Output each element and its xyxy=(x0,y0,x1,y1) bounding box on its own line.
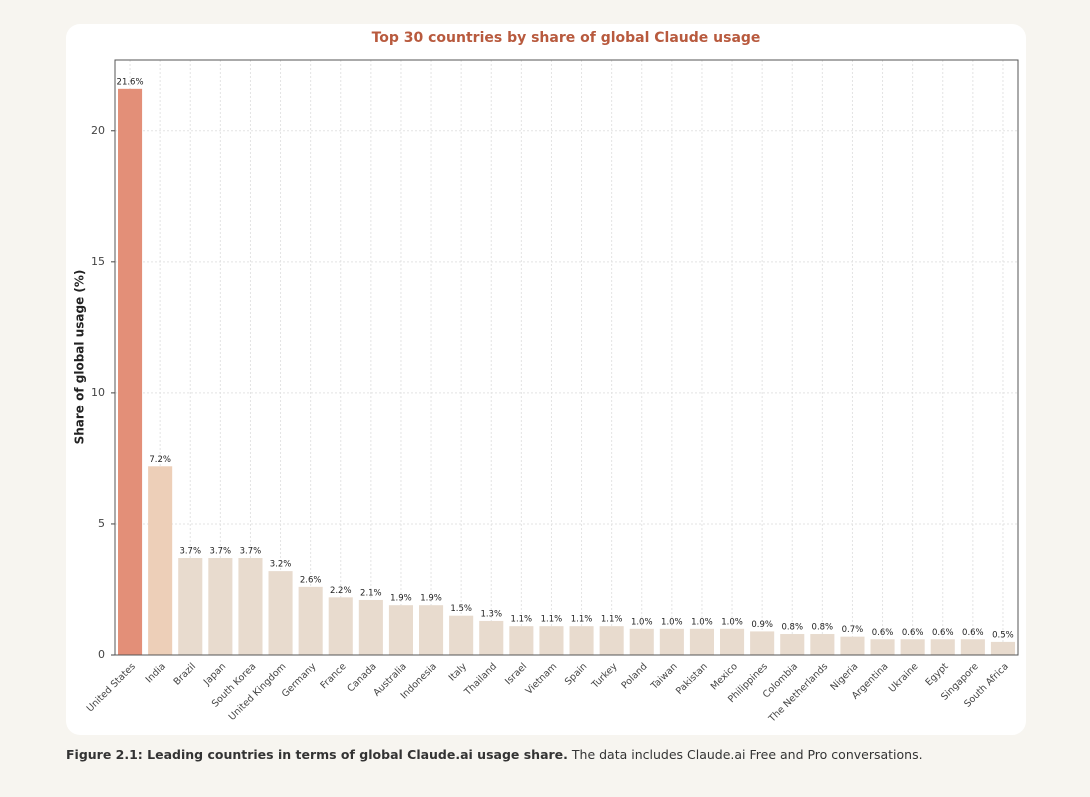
caption: Figure 2.1: Leading countries in terms o… xyxy=(66,747,923,762)
bar xyxy=(990,641,1015,655)
value-label: 0.6% xyxy=(902,628,924,638)
bar xyxy=(599,626,624,655)
y-axis-label: Share of global usage (%) xyxy=(73,270,87,445)
value-label: 0.8% xyxy=(812,623,834,633)
value-label: 1.1% xyxy=(511,615,533,625)
bar xyxy=(870,639,895,655)
bar xyxy=(298,586,323,655)
bar xyxy=(930,639,955,655)
bar xyxy=(148,466,173,655)
value-label: 3.2% xyxy=(270,560,292,570)
value-label: 2.2% xyxy=(330,586,352,596)
bar xyxy=(358,599,383,655)
y-tick-label: 10 xyxy=(91,386,105,399)
value-label: 1.5% xyxy=(450,604,472,614)
bar xyxy=(659,628,684,655)
value-label: 1.0% xyxy=(631,617,653,627)
chart-title: Top 30 countries by share of global Clau… xyxy=(372,30,761,46)
bar xyxy=(238,558,263,655)
value-label: 0.6% xyxy=(962,628,984,638)
card xyxy=(66,24,1026,735)
bar xyxy=(509,626,534,655)
bar xyxy=(328,597,353,655)
value-label: 0.8% xyxy=(781,623,803,633)
bar xyxy=(178,558,203,655)
value-label: 3.7% xyxy=(179,547,201,557)
value-label: 1.1% xyxy=(571,615,593,625)
bar xyxy=(449,615,474,655)
value-label: 0.6% xyxy=(872,628,894,638)
value-label: 0.6% xyxy=(932,628,954,638)
bar xyxy=(780,634,805,655)
y-tick-label: 20 xyxy=(91,124,105,137)
bar xyxy=(689,628,714,655)
value-label: 2.6% xyxy=(300,575,322,585)
bar xyxy=(750,631,775,655)
value-label: 3.7% xyxy=(210,547,232,557)
bar xyxy=(840,636,865,655)
value-label: 1.1% xyxy=(601,615,623,625)
value-label: 1.1% xyxy=(541,615,563,625)
bar xyxy=(388,605,413,655)
value-label: 7.2% xyxy=(149,455,171,465)
plot-frame xyxy=(114,59,1019,656)
y-tick-label: 0 xyxy=(98,648,105,661)
value-label: 2.1% xyxy=(360,588,382,598)
bar xyxy=(539,626,564,655)
value-label: 0.7% xyxy=(842,625,864,635)
bar xyxy=(569,626,594,655)
bar xyxy=(720,628,745,655)
value-label: 1.0% xyxy=(721,617,743,627)
caption-text: The data includes Claude.ai Free and Pro… xyxy=(571,747,923,762)
value-label: 3.7% xyxy=(240,547,262,557)
value-label: 21.6% xyxy=(117,77,144,87)
value-label: 1.3% xyxy=(480,609,502,619)
value-label: 1.9% xyxy=(390,594,412,604)
bar xyxy=(208,558,233,655)
y-tick-label: 5 xyxy=(98,517,105,530)
caption-lead: Figure 2.1: Leading countries in terms o… xyxy=(66,747,568,762)
value-label: 1.0% xyxy=(691,617,713,627)
bar xyxy=(268,571,293,655)
bar xyxy=(479,620,504,655)
bar xyxy=(118,88,143,656)
value-label: 0.5% xyxy=(992,630,1014,640)
value-label: 1.0% xyxy=(661,617,683,627)
bar xyxy=(810,634,835,655)
bar xyxy=(900,639,925,655)
value-label: 1.9% xyxy=(420,594,442,604)
y-tick-label: 15 xyxy=(91,255,105,268)
bar xyxy=(960,639,985,655)
bar xyxy=(629,628,654,655)
value-label: 0.9% xyxy=(751,620,773,630)
bar xyxy=(419,605,444,655)
